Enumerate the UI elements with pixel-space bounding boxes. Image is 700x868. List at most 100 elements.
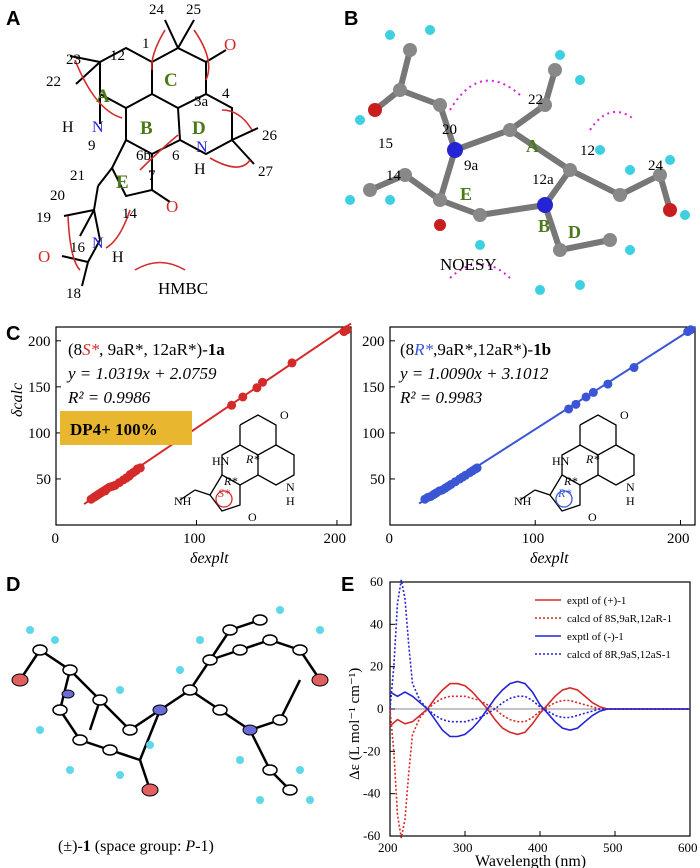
panel-d: D bbox=[0, 570, 350, 868]
panel-a: A bbox=[0, 0, 330, 302]
atom-7: 7 bbox=[148, 168, 156, 184]
ecd-series-4 bbox=[389, 579, 690, 723]
left-y-tick-label: 150 bbox=[28, 380, 51, 396]
atom-14: 14 bbox=[122, 206, 138, 222]
atom-24: 24 bbox=[149, 2, 165, 18]
atom-1: 1 bbox=[142, 36, 150, 52]
b-ring-e: E bbox=[460, 184, 472, 204]
ecd-y-tick-label: -60 bbox=[363, 828, 380, 843]
left-point bbox=[287, 358, 297, 368]
atom-9: 9 bbox=[88, 138, 96, 154]
right-inset-labels: R* R* R* HN NH O O N H bbox=[514, 408, 635, 524]
right-point bbox=[629, 363, 639, 373]
b-atom-12: 12 bbox=[580, 143, 595, 159]
atom-25: 25 bbox=[186, 2, 201, 18]
panel-b-label: B bbox=[344, 8, 359, 30]
atom-27: 27 bbox=[258, 164, 274, 180]
right-inset-structure bbox=[519, 414, 635, 512]
ecd-x-tick-label: 500 bbox=[603, 840, 623, 855]
y-axis-label: δcalc bbox=[9, 383, 26, 417]
left-point bbox=[135, 463, 145, 473]
right-x-tick-label: 0 bbox=[386, 531, 394, 547]
ring-e-label: E bbox=[116, 172, 129, 193]
ecd-y-tick-label: 20 bbox=[370, 659, 383, 674]
right-r2: R² = 0.9983 bbox=[399, 388, 482, 407]
left-y-tick-label: 100 bbox=[28, 426, 51, 442]
left-x-tick-label: 0 bbox=[52, 531, 60, 547]
ecd-y-label: Δε (L mol⁻¹ cm⁻¹) bbox=[347, 668, 363, 780]
atom-20: 20 bbox=[50, 188, 65, 204]
ring-b-label: B bbox=[140, 118, 153, 139]
atom-h1: H bbox=[62, 119, 74, 136]
atom-26: 26 bbox=[262, 128, 278, 144]
b-atom-14: 14 bbox=[386, 168, 402, 184]
svg-text:NH: NH bbox=[174, 494, 192, 508]
ecd-y-tick-label: 0 bbox=[377, 701, 384, 716]
panel-c-plots: 0 100 200 50 100 150 200 0 100 200 50 100 150 200 (8… bbox=[9, 322, 696, 567]
ring-d-label: D bbox=[192, 118, 206, 139]
svg-text:R*: R* bbox=[585, 452, 599, 466]
ecd-series-3 bbox=[389, 680, 690, 738]
left-point bbox=[342, 325, 352, 335]
atom-6: 6 bbox=[172, 148, 180, 164]
svg-text:HN: HN bbox=[552, 454, 570, 468]
left-plot-frame bbox=[55, 326, 352, 526]
atom-h2: H bbox=[194, 161, 206, 178]
svg-text:NH: NH bbox=[514, 494, 532, 508]
ecd-legend-label: exptl of (-)-1 bbox=[567, 631, 624, 643]
left-x-label: δexplt bbox=[190, 550, 229, 567]
dp4-text: DP4+ 100% bbox=[70, 420, 158, 439]
right-x-tick-label: 100 bbox=[522, 531, 545, 547]
ecd-legend-label: calcd of 8R,9aS,12aS-1 bbox=[567, 649, 671, 661]
right-point bbox=[686, 325, 696, 335]
right-y-tick-label: 200 bbox=[362, 334, 385, 350]
panel-a-structure: 24 25 1 23 12 3a 4 22 9 6b 6 26 27 7 21 … bbox=[36, 2, 278, 302]
ecd-legend-label: calcd of 8S,9aR,12aR-1 bbox=[567, 613, 672, 625]
left-equation: y = 1.0319x + 2.0759 bbox=[66, 364, 217, 383]
panel-a-label: A bbox=[6, 8, 21, 30]
left-r2: R² = 0.9986 bbox=[67, 388, 151, 407]
left-inset-labels: R* R* S* HN NH O O N H bbox=[174, 408, 295, 524]
ecd-x-tick-label: 400 bbox=[528, 840, 548, 855]
atom-23: 23 bbox=[66, 52, 81, 68]
ecd-x-tick-label: 300 bbox=[453, 840, 473, 855]
atom-n3: N bbox=[92, 235, 104, 252]
b-atom-22: 22 bbox=[528, 92, 543, 108]
panel-c: C 0 100 200 50 100 150 200 0 100 200 50 100 150 200 … bbox=[0, 315, 700, 570]
right-point bbox=[588, 387, 598, 397]
panel-b: B bbox=[330, 0, 700, 310]
right-plot-frame bbox=[389, 326, 696, 526]
hmbc-legend: HMBC bbox=[158, 279, 208, 298]
svg-text:R*: R* bbox=[223, 474, 237, 488]
svg-text:HN: HN bbox=[212, 454, 230, 468]
svg-text:N: N bbox=[626, 480, 635, 494]
b-atom-9a: 9a bbox=[464, 158, 479, 174]
right-x-tick-label: 200 bbox=[667, 531, 690, 547]
dp4-badge bbox=[60, 411, 192, 445]
left-x-tick-label: 200 bbox=[323, 531, 346, 547]
atom-n1: N bbox=[92, 119, 104, 136]
atom-21: 21 bbox=[70, 168, 85, 184]
right-point bbox=[603, 379, 613, 389]
left-y-tick-label: 200 bbox=[28, 334, 51, 350]
b-ring-a: A bbox=[526, 136, 539, 156]
b-atom-20: 20 bbox=[442, 122, 457, 138]
panel-d-label: D bbox=[6, 574, 21, 596]
b-ring-d: D bbox=[568, 222, 581, 242]
right-y-tick-label: 150 bbox=[362, 380, 385, 396]
svg-text:R*: R* bbox=[557, 486, 571, 500]
atom-16: 16 bbox=[70, 240, 86, 256]
left-point bbox=[238, 392, 248, 402]
atom-3a: 3a bbox=[194, 94, 209, 110]
left-y-tick-label: 50 bbox=[36, 472, 51, 488]
atom-n2: N bbox=[196, 139, 208, 156]
left-title: (8S*, 9aR*, 12aR*)-1a bbox=[68, 340, 225, 359]
svg-text:R*: R* bbox=[563, 474, 577, 488]
left-point bbox=[252, 383, 262, 393]
atom-18: 18 bbox=[66, 286, 81, 300]
svg-text:O: O bbox=[588, 510, 597, 524]
ecd-x-tick-label: 200 bbox=[378, 840, 398, 855]
atom-h3: H bbox=[112, 249, 124, 266]
